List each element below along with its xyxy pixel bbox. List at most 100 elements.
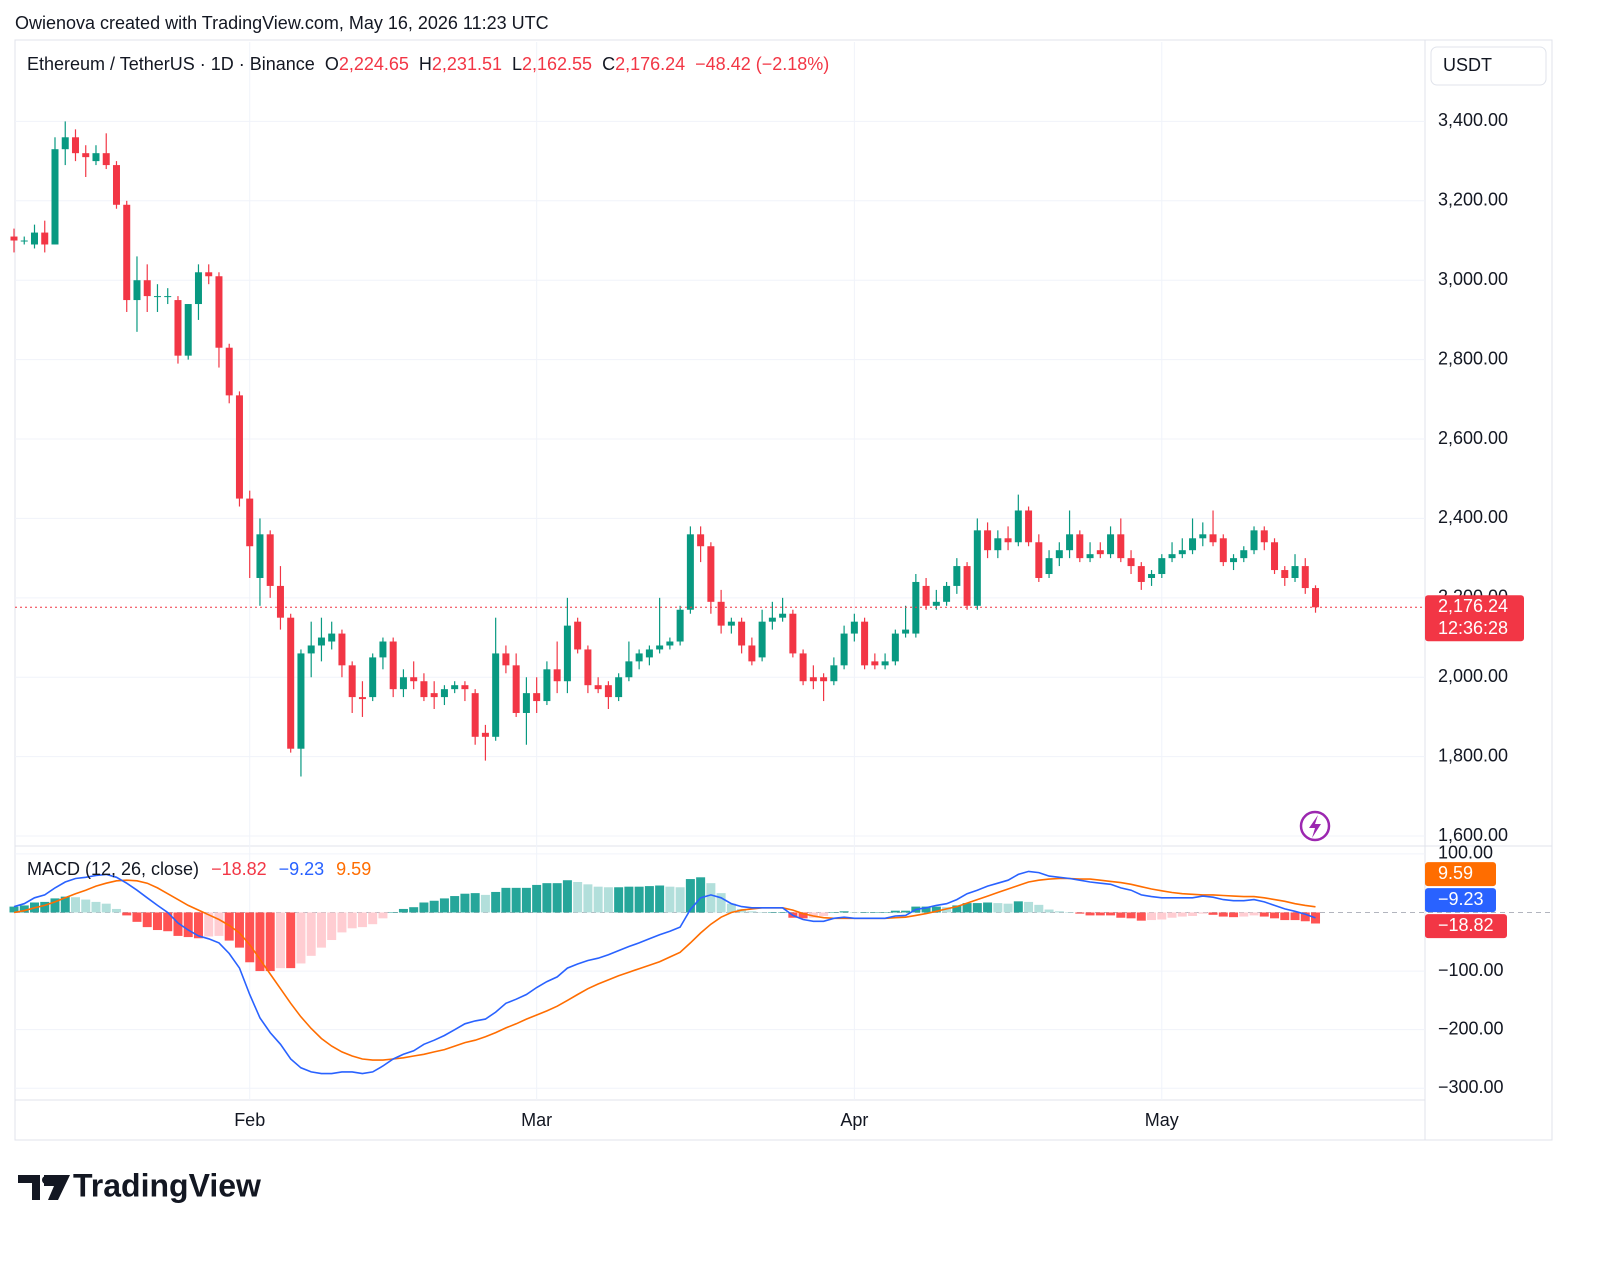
currency[interactable]: USDT <box>1443 55 1492 75</box>
candle-body <box>748 645 756 662</box>
histogram-bar <box>173 912 183 936</box>
histogram-bar <box>726 903 736 913</box>
alert-icon[interactable] <box>1299 810 1331 842</box>
x-tick-label: Feb <box>234 1110 265 1130</box>
candle-body <box>317 637 325 646</box>
histogram-bar <box>532 884 542 913</box>
candle-body <box>1137 566 1145 582</box>
histogram-bar <box>388 912 398 913</box>
candle-body <box>676 609 684 642</box>
candle-body <box>943 585 951 602</box>
histogram-bar <box>245 912 255 963</box>
candle-body <box>348 665 356 698</box>
histogram-bar <box>122 912 132 916</box>
candle-body <box>82 153 90 158</box>
candle-body <box>225 347 233 396</box>
histogram-bar <box>204 912 214 937</box>
histogram-bar <box>327 912 337 941</box>
histogram-bar <box>685 879 695 913</box>
histogram-bar <box>224 912 234 941</box>
candle-body <box>1271 542 1279 571</box>
candle-body <box>1096 550 1104 555</box>
histogram-bar <box>972 903 982 913</box>
candle-body <box>830 665 838 682</box>
histogram-bar <box>1300 912 1310 922</box>
histogram-bar <box>460 893 470 913</box>
histogram-bar <box>163 912 173 932</box>
y-tick-label: −100.00 <box>1438 960 1504 980</box>
candle-body <box>30 232 38 245</box>
histogram-bar <box>142 912 152 928</box>
marks <box>9 121 1425 1075</box>
candle-body <box>738 621 746 646</box>
candle-body <box>379 641 387 658</box>
symbol: Ethereum / TetherUS · 1D · Binance <box>27 54 315 74</box>
x-tick-label: Apr <box>840 1110 868 1130</box>
histogram-bar <box>81 899 91 913</box>
y-tick-label: −300.00 <box>1438 1077 1504 1097</box>
histogram-bar <box>306 912 316 956</box>
value-box <box>1425 888 1496 913</box>
histogram-bar <box>214 912 224 936</box>
histogram-bar <box>1106 912 1116 916</box>
candle-body <box>656 645 664 650</box>
histogram-bar <box>644 886 654 913</box>
candle-body <box>399 677 407 690</box>
histogram-bar <box>296 912 306 964</box>
candle-body <box>266 534 274 586</box>
candle-body <box>707 546 715 602</box>
histogram-bar <box>624 886 634 913</box>
candle-body <box>276 585 284 618</box>
candle-body <box>891 633 899 662</box>
y-tick-label: 3,000.00 <box>1438 269 1508 289</box>
logo <box>18 1175 70 1200</box>
candle-body <box>1199 534 1207 539</box>
frame <box>14 39 1553 1141</box>
candle-body <box>1004 538 1012 543</box>
histogram-bar <box>1270 912 1280 919</box>
candle-body <box>625 661 633 678</box>
candle-body <box>1250 530 1258 551</box>
legend-letter: L <box>512 54 522 74</box>
candle-body <box>1055 550 1063 559</box>
currency-button[interactable] <box>1430 46 1547 86</box>
histogram-bar <box>91 901 101 913</box>
candle-body <box>922 585 930 606</box>
histogram-bar <box>849 912 859 913</box>
histogram-bar <box>993 903 1003 913</box>
legend-letter: O <box>325 54 339 74</box>
legend-letter: C <box>602 54 615 74</box>
histogram-bar <box>593 886 603 913</box>
candle-body <box>1014 510 1022 543</box>
histogram-bar <box>942 907 952 913</box>
candle-body <box>1066 534 1074 551</box>
candle-body <box>645 649 653 658</box>
histogram-bar <box>60 896 70 913</box>
candle-body <box>789 613 797 654</box>
candle-body <box>1076 534 1084 559</box>
histogram-bar <box>757 912 767 913</box>
candle-body <box>994 538 1002 551</box>
histogram-bar <box>808 912 818 918</box>
candle-body <box>194 272 202 305</box>
candle-body <box>1281 570 1289 578</box>
histogram-bar <box>880 912 890 913</box>
y-tick-label: −200.00 <box>1438 1018 1504 1038</box>
histogram-bar <box>839 911 849 913</box>
value-box <box>1425 862 1496 887</box>
candle-body <box>1301 566 1309 589</box>
histogram-bar <box>409 907 419 913</box>
candle-body <box>1219 538 1227 563</box>
histogram-bar <box>1003 903 1013 913</box>
histogram-bar <box>1044 909 1054 913</box>
histogram-bar <box>265 912 275 972</box>
candle-body <box>297 653 305 749</box>
candle-body <box>369 657 377 698</box>
candle-body <box>1127 558 1135 567</box>
price-label: 2,176.24 <box>1438 596 1508 616</box>
candle-body <box>133 280 141 301</box>
legend-value: 9.59 <box>336 859 371 879</box>
histogram-bar <box>747 911 757 913</box>
candle-body <box>389 641 397 690</box>
